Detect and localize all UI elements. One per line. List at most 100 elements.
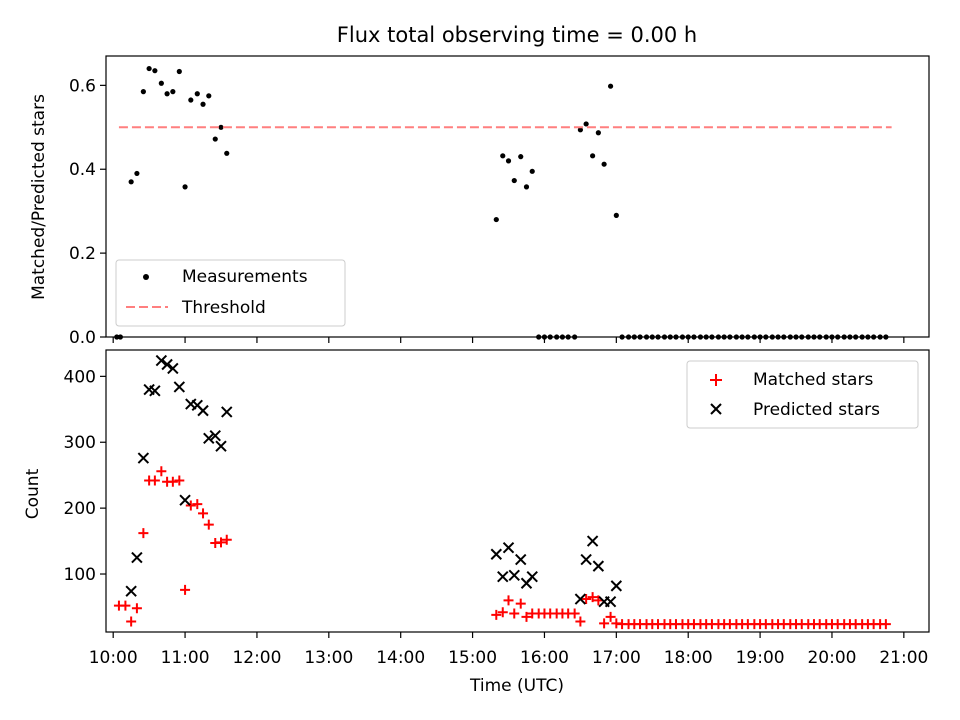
measurement-point	[134, 170, 140, 177]
x-axis-label: Time (UTC)	[469, 676, 564, 696]
predicted-stars-point	[526, 570, 538, 583]
bottom-y-axis-label: Count	[23, 468, 43, 519]
predicted-stars-point	[131, 551, 143, 564]
x-tick-label: 20:00	[807, 648, 856, 668]
measurement-point	[224, 150, 230, 156]
top-y-tick-label: 0.0	[69, 328, 96, 348]
x-tick-label: 16:00	[520, 648, 569, 668]
measurement-point	[529, 168, 535, 174]
predicted-stars-point	[149, 385, 161, 397]
matched-stars-point	[185, 500, 196, 511]
measurement-point	[607, 83, 614, 89]
matched-stars-point	[192, 499, 203, 510]
x-tick-label: 14:00	[376, 648, 425, 668]
bottom-plot-frame	[105, 349, 930, 633]
predicted-stars-point	[515, 553, 527, 566]
chart-title: Flux total observing time = 0.00 h	[337, 23, 697, 47]
predicted-stars-point	[586, 535, 599, 547]
measurement-point	[140, 89, 146, 95]
predicted-stars-point	[125, 585, 137, 597]
matched-stars-point	[599, 618, 610, 629]
measurement-point	[146, 65, 152, 72]
matched-stars-point	[521, 611, 532, 622]
matched-stars-point	[126, 616, 137, 627]
predicted-stars-point	[161, 358, 173, 371]
matched-stars-point	[221, 534, 232, 545]
legend-matched-label: Matched stars	[753, 370, 873, 390]
legend-measurements-label: Measurements	[182, 267, 308, 287]
predicted-stars-point	[580, 553, 592, 566]
predicted-stars-point	[155, 354, 168, 367]
predicted-stars-point	[490, 548, 503, 560]
top-plot-frame	[105, 55, 930, 338]
matched-stars-point	[174, 475, 185, 486]
bottom-y-tick-label: 400	[64, 367, 96, 387]
bottom-legend-box	[686, 360, 919, 429]
measurement-point	[590, 153, 596, 159]
bottom-y-tick-label: 100	[64, 565, 96, 585]
measurement-point	[518, 154, 524, 160]
predicted-stars-point	[215, 440, 227, 452]
matched-stars-point	[587, 592, 598, 603]
measurement-point	[493, 216, 499, 223]
bottom-y-tick-label: 300	[64, 433, 96, 453]
measurement-point	[500, 153, 506, 159]
bottom-legend: Matched stars Predicted stars	[686, 360, 919, 429]
matched-stars-point	[198, 508, 209, 519]
matched-stars-point	[509, 608, 520, 619]
matched-stars-point	[605, 611, 616, 622]
matched-stars-point	[515, 598, 526, 609]
predicted-stars-point	[209, 429, 221, 442]
measurement-point	[601, 161, 607, 167]
top-y-tick-label: 0.6	[69, 76, 96, 96]
matched-stars-point	[880, 619, 891, 630]
matched-stars-point	[569, 608, 580, 619]
x-tick-label: 18:00	[664, 648, 713, 668]
x-tick-label: 17:00	[592, 648, 641, 668]
measurement-point	[595, 130, 601, 136]
bottom-y-tick-label: 200	[64, 499, 96, 519]
matched-stars-point	[131, 603, 142, 614]
measurement-point	[583, 121, 589, 127]
predicted-stars-point	[574, 593, 587, 605]
top-y-axis-label: Matched/Predicted stars	[29, 94, 49, 300]
measurement-point	[164, 91, 170, 97]
x-tick-label: 21:00	[879, 648, 928, 668]
predicted-stars-point	[592, 560, 605, 572]
measurement-point	[200, 101, 206, 107]
measurement-point	[206, 93, 212, 99]
top-chart: Flux total observing time = 0.00 h Match…	[29, 23, 930, 348]
predicted-stars-point	[497, 570, 509, 583]
matched-stars-point	[503, 595, 514, 606]
bottom-chart: Count 100 200 300 400 Matched stars Predict…	[23, 349, 930, 696]
legend-matched-marker	[710, 374, 722, 386]
top-y-tick-label: 0.4	[69, 160, 96, 180]
measurement-point	[170, 89, 176, 95]
matched-stars-point	[138, 528, 149, 539]
x-tick-label: 11:00	[161, 648, 210, 668]
measurement-point	[613, 212, 619, 218]
measurement-point	[577, 127, 583, 133]
x-tick-label: 12:00	[232, 648, 281, 668]
matched-stars-point	[120, 600, 131, 611]
legend-measurements-marker	[143, 274, 149, 280]
legend-predicted-marker	[710, 403, 722, 415]
matched-stars-point	[575, 616, 586, 627]
x-tick-label: 15:00	[448, 648, 497, 668]
predicted-stars-point	[604, 595, 617, 608]
top-legend: Measurements Threshold	[115, 259, 346, 327]
measurement-point	[212, 136, 218, 142]
predicted-stars-point	[137, 452, 150, 464]
matched-stars-point	[203, 519, 214, 530]
measurement-point	[218, 124, 224, 130]
matched-stars-point	[180, 584, 191, 595]
matched-stars-point	[497, 607, 508, 618]
matched-stars-point	[167, 476, 178, 487]
predicted-stars-point	[502, 541, 515, 554]
predicted-stars-point	[508, 569, 520, 582]
measurement-point	[182, 184, 188, 190]
legend-threshold-label: Threshold	[181, 298, 266, 318]
legend-predicted-label: Predicted stars	[753, 400, 880, 420]
predicted-stars-point	[197, 404, 209, 417]
